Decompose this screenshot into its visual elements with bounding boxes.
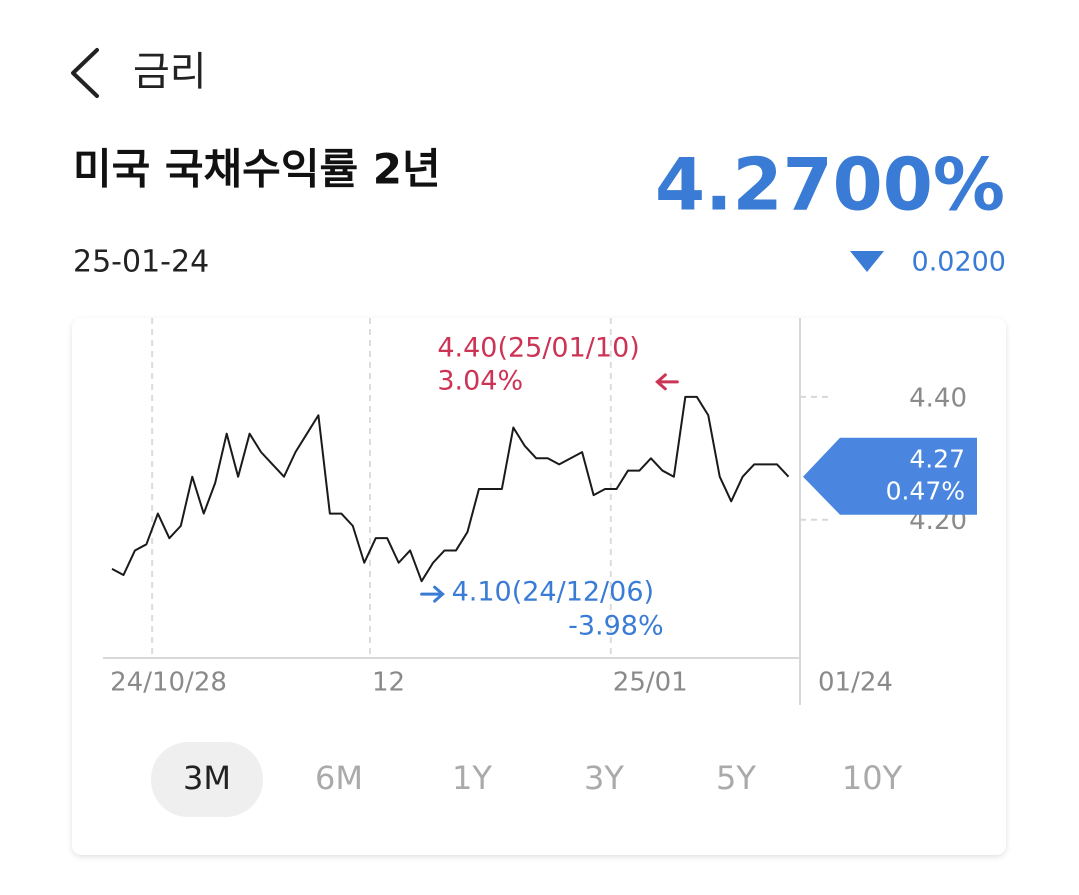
period-tab[interactable]: 10Y xyxy=(842,759,903,797)
title: 미국 국채수익률 2년 xyxy=(73,145,441,194)
period-tabs: 3M 6M 1Y 3Y 5Y 10Y xyxy=(151,742,903,817)
min-label: 4.10(24/12/06) xyxy=(452,577,654,608)
period-tab[interactable]: 5Y xyxy=(716,759,756,797)
down-triangle xyxy=(850,251,884,272)
x-tick-label: 25/01 xyxy=(613,668,688,698)
period-tab[interactable]: 3Y xyxy=(584,759,624,797)
max-label: 4.40(25/01/10) xyxy=(437,332,639,363)
min-arrow xyxy=(420,585,445,603)
min-change: -3.98% xyxy=(568,611,664,642)
change: 0.0200 xyxy=(912,247,1006,278)
nav-title: 금리 xyxy=(133,49,207,95)
period-selected-bg xyxy=(151,742,263,817)
last-change: 0.47% xyxy=(886,477,965,506)
x-tick-label: 01/24 xyxy=(818,668,893,698)
date: 25-01-24 xyxy=(73,245,209,280)
max-arrow xyxy=(655,373,679,391)
chart-card xyxy=(72,318,1006,855)
chart: 24/10/28 12 25/01 01/244.404.204.40(25/01/1… xyxy=(103,318,977,705)
period-tab[interactable]: 6M xyxy=(315,759,363,797)
max-change: 3.04% xyxy=(437,365,523,396)
x-tick-label: 24/10/28 xyxy=(110,668,227,698)
y-tick-label: 4.40 xyxy=(909,383,967,413)
x-tick-label: 12 xyxy=(372,668,405,698)
price: 4.2700% xyxy=(655,143,1005,227)
back-button[interactable] xyxy=(71,48,99,98)
period-tab[interactable]: 3M xyxy=(183,759,231,797)
period-tab[interactable]: 1Y xyxy=(452,759,492,797)
last-value: 4.27 xyxy=(909,445,965,474)
price-line xyxy=(111,395,790,583)
last-value-tag xyxy=(803,437,977,515)
